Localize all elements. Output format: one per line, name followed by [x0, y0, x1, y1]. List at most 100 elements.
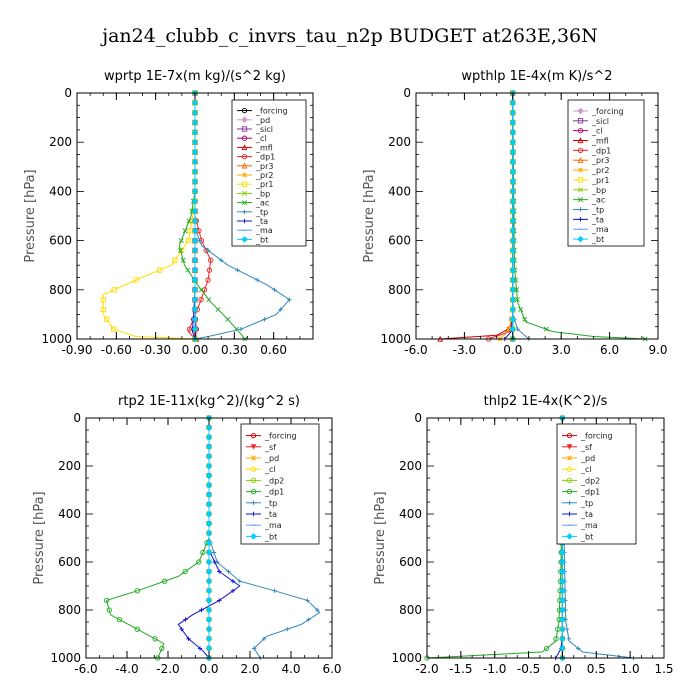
series-marker-ta	[183, 617, 188, 622]
series-marker-bt	[509, 257, 517, 264]
series-marker-tp	[211, 550, 217, 555]
legend-marker	[566, 432, 573, 439]
series-marker-tp	[285, 627, 290, 632]
legend-marker	[577, 118, 584, 124]
series-marker-bt	[205, 529, 213, 537]
series-marker-ta	[217, 569, 222, 574]
legend-marker	[241, 181, 248, 187]
x-tick-label: -2.0	[156, 662, 179, 676]
series-marker-bt	[191, 217, 199, 225]
series-marker-ac	[518, 306, 524, 312]
legend-marker	[578, 167, 583, 173]
series-marker-bt	[509, 306, 517, 313]
legend-label: _cl	[264, 465, 276, 474]
series-marker-bt	[191, 286, 199, 294]
legend-marker	[566, 488, 573, 495]
series-line-dp1	[105, 418, 210, 659]
x-tick-label: 0.0	[199, 662, 218, 676]
legend-label: _pd	[264, 454, 279, 463]
series-marker-bt	[205, 635, 213, 643]
legend-label: _bt	[255, 235, 268, 244]
x-tick-label: 9.0	[648, 343, 667, 357]
series-marker-ac	[206, 297, 212, 303]
series-marker-dp1	[161, 578, 168, 584]
series-marker-bt	[559, 558, 566, 566]
legend-marker	[241, 107, 248, 114]
series-line-dp1	[187, 93, 212, 340]
y-tick-label: 0	[73, 411, 81, 425]
series-line-tp	[194, 93, 291, 340]
series-marker-bt	[191, 168, 199, 175]
legend-label: _sicl	[591, 117, 609, 126]
series-marker-tp	[306, 617, 311, 622]
y-tick-label: 1000	[50, 651, 81, 665]
x-tick-label: -0.5	[517, 662, 540, 676]
series-marker-bt	[559, 635, 566, 643]
series-marker-bt	[205, 472, 213, 479]
legend-label: _forcing	[591, 107, 624, 116]
series-marker-tp	[255, 277, 260, 283]
series-marker-tp	[251, 646, 257, 651]
legend-label: _ta	[580, 510, 593, 519]
series-marker-pr1	[172, 257, 178, 263]
legend-label: _bt	[580, 532, 593, 541]
legend-label: _ac	[255, 199, 269, 208]
series-marker-dp1	[198, 296, 204, 303]
series-marker-ta	[217, 598, 222, 603]
legend-label: _bt	[591, 235, 604, 244]
legend-label: _pr2	[255, 171, 273, 180]
series-marker-bt	[205, 462, 213, 470]
series-line-dp1	[426, 417, 563, 659]
y-tick-label: 600	[399, 555, 422, 569]
legend-label: _ma	[591, 225, 609, 234]
legend-label: _forcing	[264, 432, 297, 441]
series-line-ta	[177, 418, 241, 659]
series-marker-tp	[566, 636, 571, 641]
legend-label: _ta	[255, 217, 268, 226]
series-marker-bt	[191, 296, 199, 303]
legend-label: _tp	[591, 206, 604, 215]
series-marker-bt	[559, 625, 566, 633]
legend-label: _tp	[255, 208, 268, 217]
series-marker-bt	[559, 606, 566, 614]
series-marker-dp1	[543, 645, 550, 652]
x-tick-label: 2.0	[240, 662, 259, 676]
legend-marker	[250, 488, 257, 495]
series-marker-bt	[205, 510, 213, 518]
legend-marker	[241, 190, 248, 196]
series-marker-dp1	[208, 257, 214, 263]
y-axis-label: Pressure [hPa]	[23, 169, 38, 262]
legend-marker	[567, 511, 572, 517]
series-marker-ac	[178, 247, 184, 253]
legend-box	[240, 423, 320, 545]
series-marker-bt	[191, 316, 199, 323]
series-marker-ac	[186, 218, 192, 224]
series-marker-ta	[197, 646, 203, 651]
series-marker-bt	[509, 178, 517, 185]
series-line-ac	[178, 93, 246, 340]
series-marker-bt	[509, 237, 517, 244]
series-marker-bt	[509, 266, 517, 274]
series-marker-bt	[205, 616, 213, 623]
series-marker-bt	[191, 266, 199, 274]
series-marker-bt	[191, 207, 199, 215]
legend-marker	[241, 162, 248, 169]
series-marker-bt	[205, 424, 213, 431]
series-marker-bt	[205, 491, 213, 499]
x-tick-label: -3.0	[453, 343, 476, 357]
series-marker-tp	[262, 317, 267, 322]
series-line-mfl	[440, 93, 514, 340]
series-marker-dp1	[205, 277, 211, 283]
series-marker-pr1	[100, 306, 106, 313]
series-marker-bt	[509, 286, 517, 294]
series-marker-pr1	[104, 316, 110, 322]
series-marker-bt	[509, 129, 517, 136]
series-marker-bt	[191, 227, 199, 234]
series-marker-pr1	[156, 267, 163, 273]
series-marker-bt	[509, 316, 517, 323]
y-tick-label: 200	[388, 135, 411, 149]
x-tick-label: 1.0	[621, 662, 640, 676]
series-group	[100, 89, 292, 343]
legend-marker	[578, 207, 583, 212]
legend-marker	[578, 217, 583, 222]
